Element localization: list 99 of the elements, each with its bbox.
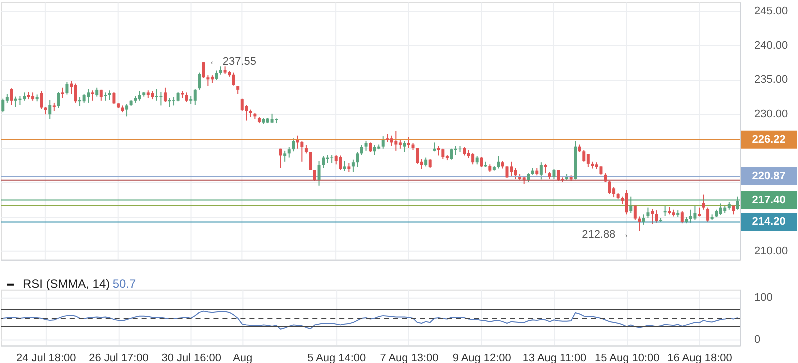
candlestick	[480, 156, 484, 168]
category-label: 30 Jul 16:00	[162, 352, 222, 363]
candlestick	[270, 113, 274, 124]
y-tick-label: 0	[754, 334, 761, 346]
candlestick	[497, 156, 500, 170]
candlestick	[398, 138, 402, 150]
candlestick	[680, 210, 684, 224]
candlestick	[202, 62, 206, 79]
chart-title: RSI (SMMA, 14)	[22, 276, 110, 291]
candlestick	[40, 90, 44, 110]
candlestick	[87, 88, 90, 104]
annotation: ← 237.55	[208, 56, 256, 68]
candlestick	[732, 204, 736, 216]
candlestick	[198, 72, 202, 90]
candlestick	[544, 163, 548, 174]
candlestick	[582, 150, 586, 162]
candlestick	[642, 214, 646, 226]
candlestick	[694, 206, 697, 221]
candlestick	[164, 87, 167, 103]
candlestick	[360, 144, 364, 156]
candlestick	[416, 148, 420, 164]
candlestick	[352, 159, 355, 173]
line-series	[2, 310, 738, 330]
candlestick	[706, 207, 710, 223]
y-tick-label: 235.00	[754, 74, 788, 86]
candlestick	[540, 162, 543, 180]
candlestick	[292, 138, 296, 152]
candlestick	[702, 194, 706, 210]
candlestick	[369, 142, 372, 153]
candlestick	[514, 168, 518, 180]
ref-line-label: 226.22	[752, 134, 786, 146]
candlestick	[442, 148, 445, 160]
candlestick	[373, 144, 376, 156]
y-tick-label: 230.00	[754, 108, 788, 120]
candlestick	[334, 154, 338, 166]
ref-line-label: 214.20	[752, 216, 786, 228]
candlestick	[390, 135, 394, 147]
candlestick	[48, 100, 52, 120]
candlestick	[650, 208, 654, 225]
ref-line-label: 220.87	[752, 170, 786, 182]
candlestick	[232, 72, 236, 86]
candlestick	[112, 92, 116, 105]
candlestick	[437, 146, 440, 156]
candlestick	[382, 136, 385, 150]
candlestick	[61, 87, 64, 99]
candlestick	[160, 92, 163, 106]
candlestick	[138, 90, 142, 102]
candlestick	[14, 96, 18, 108]
candlestick	[343, 160, 346, 172]
candlestick	[10, 88, 14, 106]
candlestick	[356, 152, 360, 168]
category-label: 24 Jul 18:00	[16, 352, 76, 363]
candlestick	[300, 140, 304, 162]
candlestick	[719, 203, 722, 216]
y-tick-label: 245.00	[754, 6, 788, 18]
candlestick	[194, 88, 197, 106]
candlestick	[472, 152, 475, 166]
candlestick	[586, 154, 590, 168]
candlestick	[318, 160, 321, 186]
candlestick	[279, 148, 282, 169]
candlestick	[403, 140, 406, 153]
candlestick	[155, 88, 158, 102]
candlestick	[552, 168, 556, 180]
candlestick	[450, 148, 454, 160]
category-label: 26 Jul 17:00	[89, 352, 149, 363]
candlestick	[608, 180, 612, 195]
candlestick	[176, 92, 180, 102]
candlestick	[284, 150, 287, 162]
candlestick	[394, 130, 398, 152]
candlestick	[664, 206, 667, 217]
y-tick-label: 100	[754, 292, 773, 304]
candlestick	[66, 82, 69, 96]
candlestick	[625, 190, 628, 216]
candlestick	[215, 70, 218, 81]
candlestick	[634, 204, 637, 221]
annotation: 212.88 →	[582, 229, 630, 242]
ref-line-label: 217.40	[752, 194, 786, 206]
y-tick-label: 240.00	[754, 40, 788, 52]
candlestick	[339, 155, 342, 171]
candlestick	[240, 98, 244, 112]
candlestick	[126, 104, 129, 118]
candlestick	[57, 92, 60, 109]
candlestick	[91, 90, 94, 102]
candlestick	[506, 166, 509, 179]
candlestick	[646, 207, 650, 219]
annotation: 50.7	[112, 276, 136, 291]
candlestick	[206, 75, 210, 88]
y-tick-label: 210.00	[754, 245, 788, 258]
candlestick	[74, 83, 78, 104]
candlestick	[185, 92, 188, 103]
candlestick	[655, 210, 658, 224]
candlestick	[689, 209, 692, 224]
candlestick	[108, 90, 112, 101]
candlestick	[330, 154, 334, 164]
candlestick	[364, 140, 368, 152]
candlestick	[288, 147, 291, 158]
candlestick	[2, 98, 5, 114]
candlestick	[322, 156, 326, 169]
candlestick	[296, 135, 300, 150]
